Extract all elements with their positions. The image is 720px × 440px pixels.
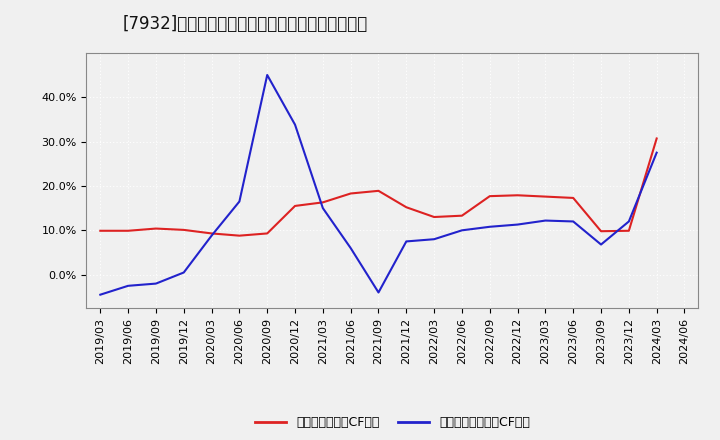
Text: [7932]　有利子負債キャッシュフロー比率の推移: [7932] 有利子負債キャッシュフロー比率の推移 bbox=[122, 15, 368, 33]
Legend: 有利子負債営業CF比率, 有利子負債フリーCF比率: 有利子負債営業CF比率, 有利子負債フリーCF比率 bbox=[250, 411, 535, 434]
